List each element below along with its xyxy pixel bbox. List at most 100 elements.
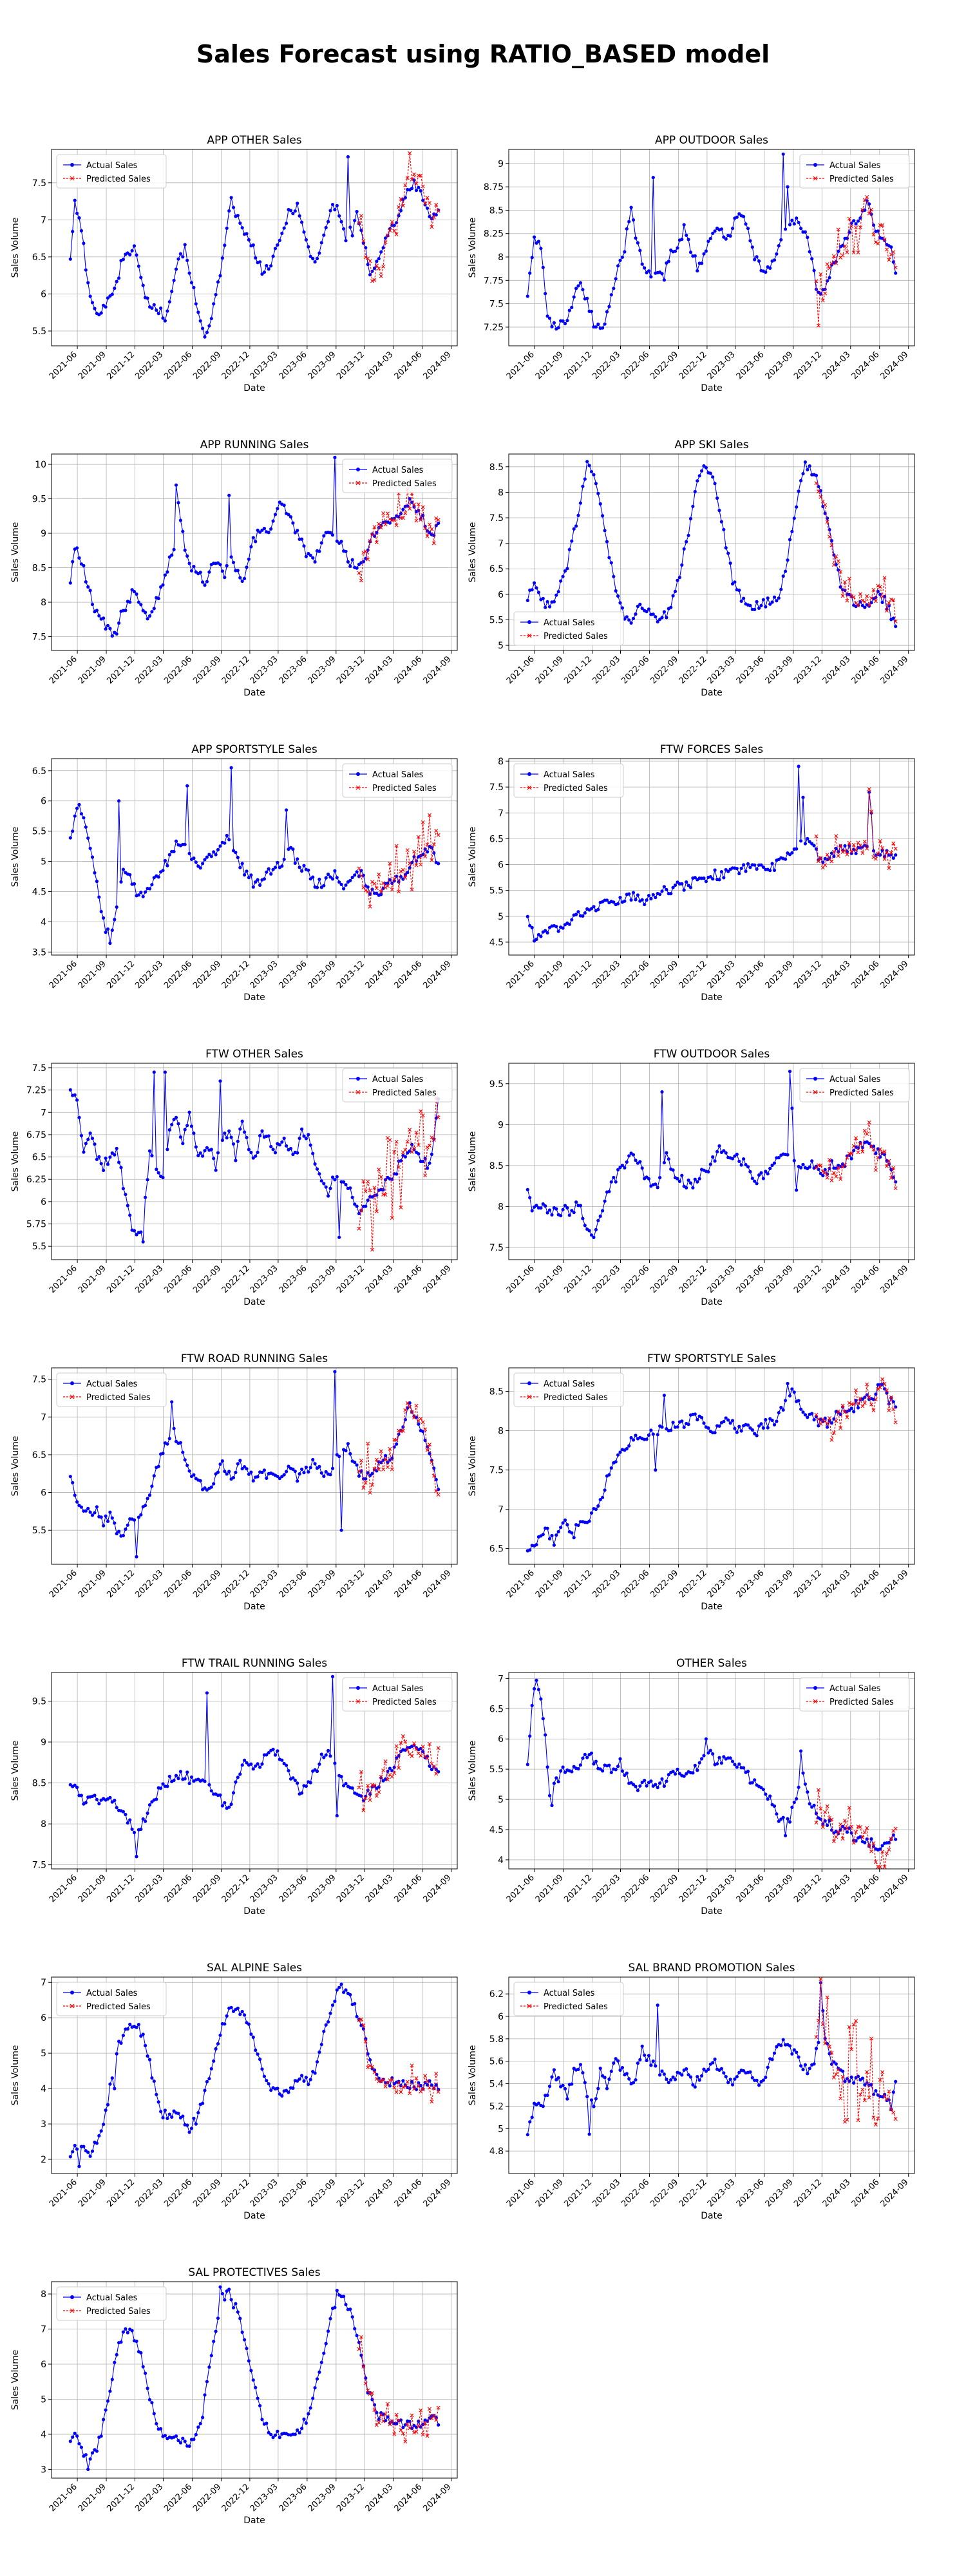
x-tick-label: 2023-03 [249, 1873, 280, 1904]
x-tick-label: 2023-09 [764, 350, 795, 381]
actual-sales-point [410, 186, 414, 191]
predicted-sales-point [828, 1815, 832, 1820]
actual-sales-point [68, 581, 72, 585]
actual-sales-point [313, 2071, 317, 2075]
predicted-sales-point [851, 1402, 856, 1406]
actual-sales-point [565, 1523, 569, 1527]
actual-sales-point [810, 257, 814, 261]
actual-sales-point [176, 2112, 180, 2116]
actual-sales-point [570, 918, 574, 922]
predicted-sales-point [871, 1408, 876, 1413]
actual-sales-point [742, 863, 746, 867]
actual-sales-point [73, 1093, 77, 1097]
actual-sales-point [598, 1498, 602, 1502]
actual-sales-point [761, 1177, 765, 1180]
actual-sales-point [227, 2287, 231, 2291]
actual-sales-point [764, 270, 768, 274]
actual-sales-point [643, 1779, 647, 1783]
predicted-sales-point [843, 1410, 847, 1414]
actual-sales-point [636, 1788, 640, 1792]
y-tick-label: 6 [41, 2360, 46, 2370]
x-tick-label: 2023-12 [792, 2177, 824, 2209]
x-tick-label: 2023-06 [278, 2482, 309, 2514]
actual-sales-point [124, 1193, 128, 1197]
actual-sales-point [207, 324, 211, 328]
x-tick-label: 2024-09 [879, 350, 911, 381]
legend-box [799, 154, 910, 189]
predicted-sales-point [825, 1422, 829, 1426]
actual-sales-point [330, 2003, 335, 2007]
predicted-sales-point [379, 889, 383, 894]
actual-sales-point [614, 1460, 618, 1464]
predicted-sales-point [814, 481, 819, 486]
y-tick-label: 7.5 [489, 1466, 504, 1476]
predicted-sales-point [867, 1843, 871, 1848]
actual-sales-point [152, 2079, 156, 2083]
predicted-sales-point [374, 1794, 379, 1798]
x-tick-label: 2021-12 [105, 654, 137, 686]
predicted-sales-point [370, 1247, 375, 1252]
actual-sales-point [750, 2076, 754, 2079]
actual-sales-point [201, 1154, 205, 1158]
subplot-title: APP OUTDOOR Sales [655, 134, 768, 147]
actual-sales-point [724, 237, 728, 241]
actual-sales-point [696, 1417, 699, 1422]
actual-sales-point [291, 212, 295, 216]
y-tick-label: 4 [41, 917, 46, 927]
x-tick-label: 2023-12 [335, 1568, 366, 1600]
y-tick-label: 6.5 [32, 252, 46, 263]
legend-predicted-marker [527, 1394, 532, 1399]
actual-sales-point [799, 1749, 803, 1753]
actual-sales-point [223, 1132, 227, 1135]
legend-box [799, 1068, 910, 1103]
predicted-sales-point [840, 1403, 845, 1408]
actual-sales-point [737, 871, 741, 876]
actual-sales-point [682, 547, 686, 551]
predicted-sales-point [428, 201, 431, 205]
actual-sales-point [102, 2418, 106, 2421]
actual-sales-point [77, 2442, 81, 2446]
actual-sales-point [287, 1464, 290, 1468]
actual-sales-point [170, 553, 174, 557]
actual-sales-point [106, 927, 110, 931]
predicted-sales-point [412, 2430, 417, 2435]
actual-sales-point [137, 893, 140, 897]
actual-sales-point [631, 616, 636, 621]
actual-sales-point [161, 869, 165, 873]
actual-sales-point [361, 2364, 366, 2368]
actual-sales-point [434, 2083, 438, 2087]
actual-sales-point [837, 249, 840, 253]
actual-sales-point [296, 1151, 299, 1155]
predicted-sales-point [419, 173, 423, 178]
predicted-sales-point [394, 232, 399, 236]
actual-sales-point [691, 504, 695, 508]
predicted-sales-point [390, 2419, 394, 2423]
x-tick-label: 2021-09 [534, 654, 565, 686]
predicted-sales-point [858, 1825, 862, 1829]
actual-sales-point [249, 1470, 253, 1474]
x-tick-label: 2023-12 [792, 959, 824, 990]
actual-sales-point [251, 536, 255, 540]
actual-sales-point [616, 264, 620, 268]
actual-sales-point [327, 1194, 330, 1198]
predicted-sales-point [873, 1168, 878, 1172]
actual-sales-point [372, 2403, 377, 2407]
actual-sales-point [337, 880, 341, 884]
actual-sales-point [280, 1758, 284, 1762]
x-tick-label: 2022-06 [620, 1568, 651, 1600]
actual-sales-point [799, 1407, 803, 1411]
y-tick-label: 9 [498, 159, 504, 169]
actual-sales-point [167, 1774, 171, 1778]
predicted-sales-point [849, 1151, 854, 1156]
actual-sales-point [535, 1543, 538, 1547]
legend-predicted-label: Predicted Sales [829, 1698, 894, 1707]
actual-sales-point [687, 1423, 690, 1426]
actual-sales-point [759, 1171, 763, 1175]
predicted-sales-point [431, 1137, 436, 1142]
actual-sales-point [687, 238, 690, 242]
actual-sales-point [185, 258, 189, 262]
actual-sales-point [289, 515, 293, 519]
actual-sales-point [178, 2441, 182, 2445]
actual-sales-point [353, 1461, 357, 1464]
